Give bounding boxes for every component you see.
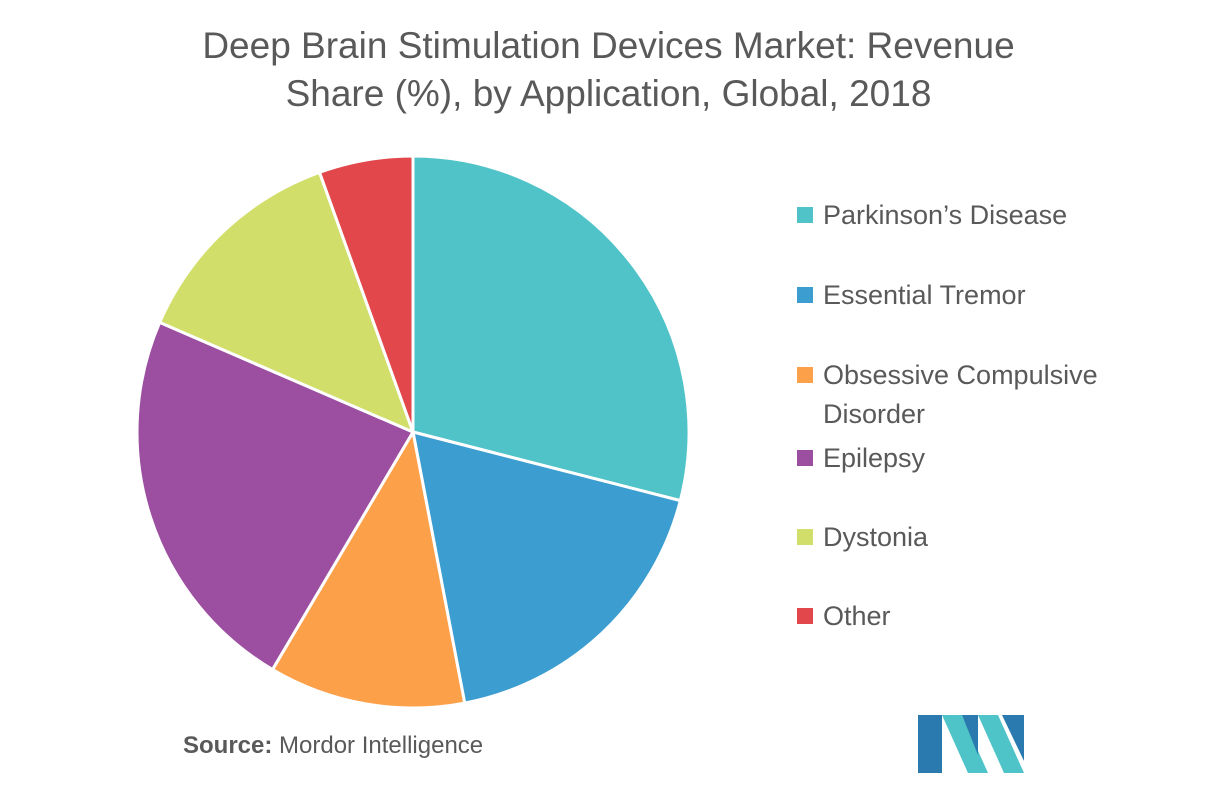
chart-title-line-2: Share (%), by Application, Global, 2018 (285, 73, 932, 114)
legend-item-obsessive-compulsive-disorder: Obsessive Compulsive Disorder (797, 356, 1163, 434)
mordor-intelligence-logo-icon (918, 715, 1024, 773)
legend-label-epilepsy: Epilepsy (823, 443, 926, 473)
logo-right-stroke (1002, 715, 1024, 761)
source-text: Mordor Intelligence (279, 732, 484, 759)
legend-swatch-epilepsy (797, 450, 813, 466)
pie-slice-epilepsy (135, 320, 415, 672)
legend-swatch-obsessive-compulsive-disorder (797, 367, 813, 383)
pie-slice-parkinson-s-disease (411, 154, 691, 503)
legend-label-obsessive-compulsive-disorder: Obsessive Compulsive Disorder (823, 360, 1098, 429)
legend-swatch-parkinson-s-disease (797, 207, 813, 223)
legend-item-parkinson-s-disease: Parkinson’s Disease (797, 196, 1163, 235)
legend-label-parkinson-s-disease: Parkinson’s Disease (823, 200, 1068, 230)
legend-item-other: Other (797, 597, 1163, 636)
legend-swatch-other (797, 608, 813, 624)
logo-middle-stroke (962, 715, 978, 755)
legend-swatch-essential-tremor (797, 287, 813, 303)
legend-item-dystonia: Dystonia (797, 518, 1163, 557)
pie-slice-other (318, 154, 415, 434)
legend-item-essential-tremor: Essential Tremor (797, 276, 1163, 315)
source-note: Source: Mordor Intelligence (183, 732, 483, 760)
pie-slice-essential-tremor (411, 430, 682, 705)
legend-label-essential-tremor: Essential Tremor (823, 280, 1026, 310)
legend-label-dystonia: Dystonia (823, 522, 929, 552)
pie-slice-obsessive-compulsive-disorder (271, 430, 467, 710)
logo-diagonal-1 (942, 715, 988, 773)
logo-left-stroke (918, 715, 942, 773)
chart-title: Deep Brain Stimulation Devices Market: R… (0, 22, 1217, 118)
legend-item-epilepsy: Epilepsy (797, 439, 1163, 478)
pie-slice-dystonia (158, 170, 415, 434)
chart-title-line-1: Deep Brain Stimulation Devices Market: R… (202, 25, 1015, 66)
legend-label-other: Other (823, 601, 891, 631)
source-label: Source: (183, 732, 273, 759)
logo-diagonal-2 (978, 715, 1024, 773)
legend-swatch-dystonia (797, 529, 813, 545)
